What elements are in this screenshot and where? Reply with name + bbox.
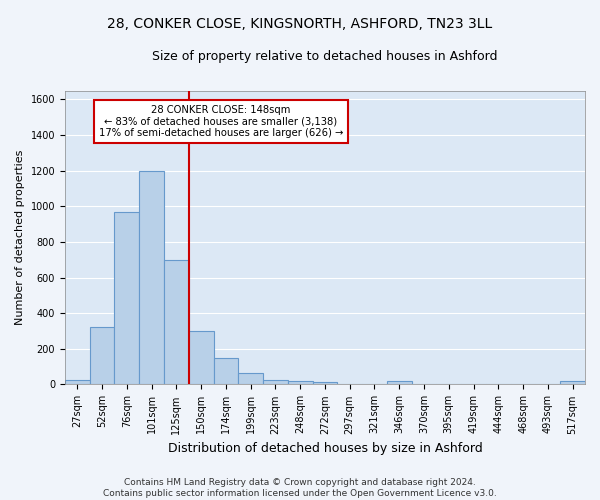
Y-axis label: Number of detached properties: Number of detached properties bbox=[15, 150, 25, 325]
Bar bbox=[214, 358, 238, 384]
Bar bbox=[560, 381, 585, 384]
Bar bbox=[263, 380, 288, 384]
X-axis label: Distribution of detached houses by size in Ashford: Distribution of detached houses by size … bbox=[167, 442, 482, 455]
Bar bbox=[288, 381, 313, 384]
Text: 28, CONKER CLOSE, KINGSNORTH, ASHFORD, TN23 3LL: 28, CONKER CLOSE, KINGSNORTH, ASHFORD, T… bbox=[107, 18, 493, 32]
Bar bbox=[313, 382, 337, 384]
Bar bbox=[387, 381, 412, 384]
Bar bbox=[164, 260, 189, 384]
Text: Contains HM Land Registry data © Crown copyright and database right 2024.
Contai: Contains HM Land Registry data © Crown c… bbox=[103, 478, 497, 498]
Text: 28 CONKER CLOSE: 148sqm
← 83% of detached houses are smaller (3,138)
17% of semi: 28 CONKER CLOSE: 148sqm ← 83% of detache… bbox=[99, 106, 343, 138]
Bar bbox=[189, 331, 214, 384]
Title: Size of property relative to detached houses in Ashford: Size of property relative to detached ho… bbox=[152, 50, 498, 63]
Bar bbox=[115, 212, 139, 384]
Bar bbox=[65, 380, 89, 384]
Bar bbox=[89, 328, 115, 384]
Bar bbox=[238, 373, 263, 384]
Bar bbox=[139, 170, 164, 384]
